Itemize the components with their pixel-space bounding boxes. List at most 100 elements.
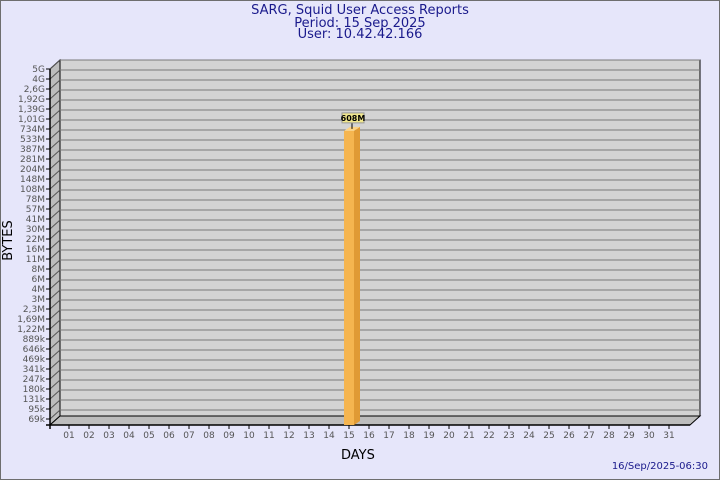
grid-diagonal [49,289,61,300]
grid-diagonal [49,309,61,320]
y-tick-label: 95k [28,405,45,415]
x-tick-label: 24 [523,431,535,441]
grid-diagonal [49,229,61,240]
x-tick-label: 18 [403,431,415,441]
x-tick-label: 21 [463,431,474,441]
grid-diagonal [49,259,61,270]
y-tick-label: 646k [23,345,46,355]
y-tick-label: 387M [20,145,45,155]
x-tick-label: 11 [263,431,274,441]
grid-diagonal [49,119,61,130]
y-tick-label: 281M [20,155,45,165]
x-tick-label: 14 [323,431,335,441]
chart-subtitle-period: Period: 15 Sep 2025 [294,16,426,31]
x-tick-label: 15 [343,431,354,441]
x-tick-label: 12 [283,431,294,441]
grid-diagonal [49,379,61,390]
x-tick-label: 31 [663,431,674,441]
grid-diagonal [49,189,61,200]
y-tick-label: 11M [26,255,45,265]
x-tick-label: 04 [123,431,135,441]
grid-diagonal [49,109,61,120]
y-tick-label: 247k [23,375,46,385]
y-tick-label: 341k [23,365,46,375]
grid-diagonal [49,219,61,230]
y-tick-label: 69k [28,415,45,425]
y-tick-label: 78M [26,195,45,205]
grid-diagonal [49,149,61,160]
grid-diagonal [49,329,61,340]
y-tick-label: 5G [32,65,45,75]
y-axis-label: BYTES [0,220,16,261]
x-tick-label: 10 [243,431,255,441]
plot-back-wall [59,59,701,417]
grid-diagonal [49,339,61,350]
x-tick-label: 03 [103,431,114,441]
y-tick-label: 734M [20,125,45,135]
x-tick-label: 09 [223,431,235,441]
x-tick-label: 06 [163,431,175,441]
y-tick-label: 3M [32,295,46,305]
grid-diagonal [49,269,61,280]
grid-diagonal [49,129,61,140]
grid-diagonal [49,179,61,190]
x-tick-label: 22 [483,431,494,441]
x-tick-label: 25 [543,431,554,441]
grid-diagonal [49,59,61,70]
chart-subtitle-user: User: 10.42.42.166 [297,27,423,42]
grid-diagonal [49,369,61,380]
grid-diagonal [49,199,61,210]
x-tick-label: 17 [383,431,394,441]
x-tick-label: 27 [583,431,594,441]
y-tick-label: 1,01G [18,115,45,125]
grid-diagonal [49,389,61,400]
x-tick-label: 28 [603,431,615,441]
grid-diagonal [49,169,61,180]
x-tick-label: 23 [503,431,514,441]
y-tick-label: 2,6G [24,85,45,95]
y-tick-label: 41M [26,215,45,225]
y-tick-label: 4G [32,75,45,85]
y-tick-label: 1,22M [17,325,45,335]
x-tick-label: 13 [303,431,314,441]
plot-floor [48,415,702,426]
x-tick-label: 20 [443,431,455,441]
y-tick-label: 108M [20,185,45,195]
y-tick-label: 6M [32,275,46,285]
grid-diagonal [49,359,61,370]
x-tick-label: 19 [423,431,435,441]
x-tick-label: 05 [143,431,154,441]
grid-diagonal [49,79,61,90]
y-tick-label: 469k [23,355,46,365]
grid-diagonal [49,139,61,150]
grid-diagonal [49,319,61,330]
grid-diagonal [49,409,61,420]
x-tick-label: 07 [183,431,194,441]
x-tick-label: 16 [363,431,375,441]
grid-diagonal [49,159,61,170]
x-tick-label: 08 [203,431,215,441]
y-tick-label: 2,3M [23,305,45,315]
grid-diagonal [49,399,61,410]
chart-title: SARG, Squid User Access Reports [251,3,469,18]
y-tick-label: 16M [26,245,45,255]
x-axis-label: DAYS [341,448,375,463]
x-tick-label: 01 [63,431,74,441]
grid-diagonal [49,249,61,260]
bar [344,130,354,425]
grid-diagonal [49,299,61,310]
y-tick-label: 1,92G [18,95,45,105]
grid-diagonal [49,239,61,250]
y-tick-label: 533M [20,135,45,145]
x-tick-label: 30 [643,431,655,441]
y-tick-label: 131k [23,395,46,405]
generated-timestamp: 16/Sep/2025-06:30 [611,461,708,472]
y-tick-label: 1,39G [18,105,45,115]
y-tick-label: 889k [23,335,46,345]
y-tick-label: 1,69M [17,315,45,325]
x-tick-label: 26 [563,431,575,441]
y-tick-label: 8M [32,265,46,275]
grid-diagonal [49,279,61,290]
y-tick-label: 30M [26,225,45,235]
